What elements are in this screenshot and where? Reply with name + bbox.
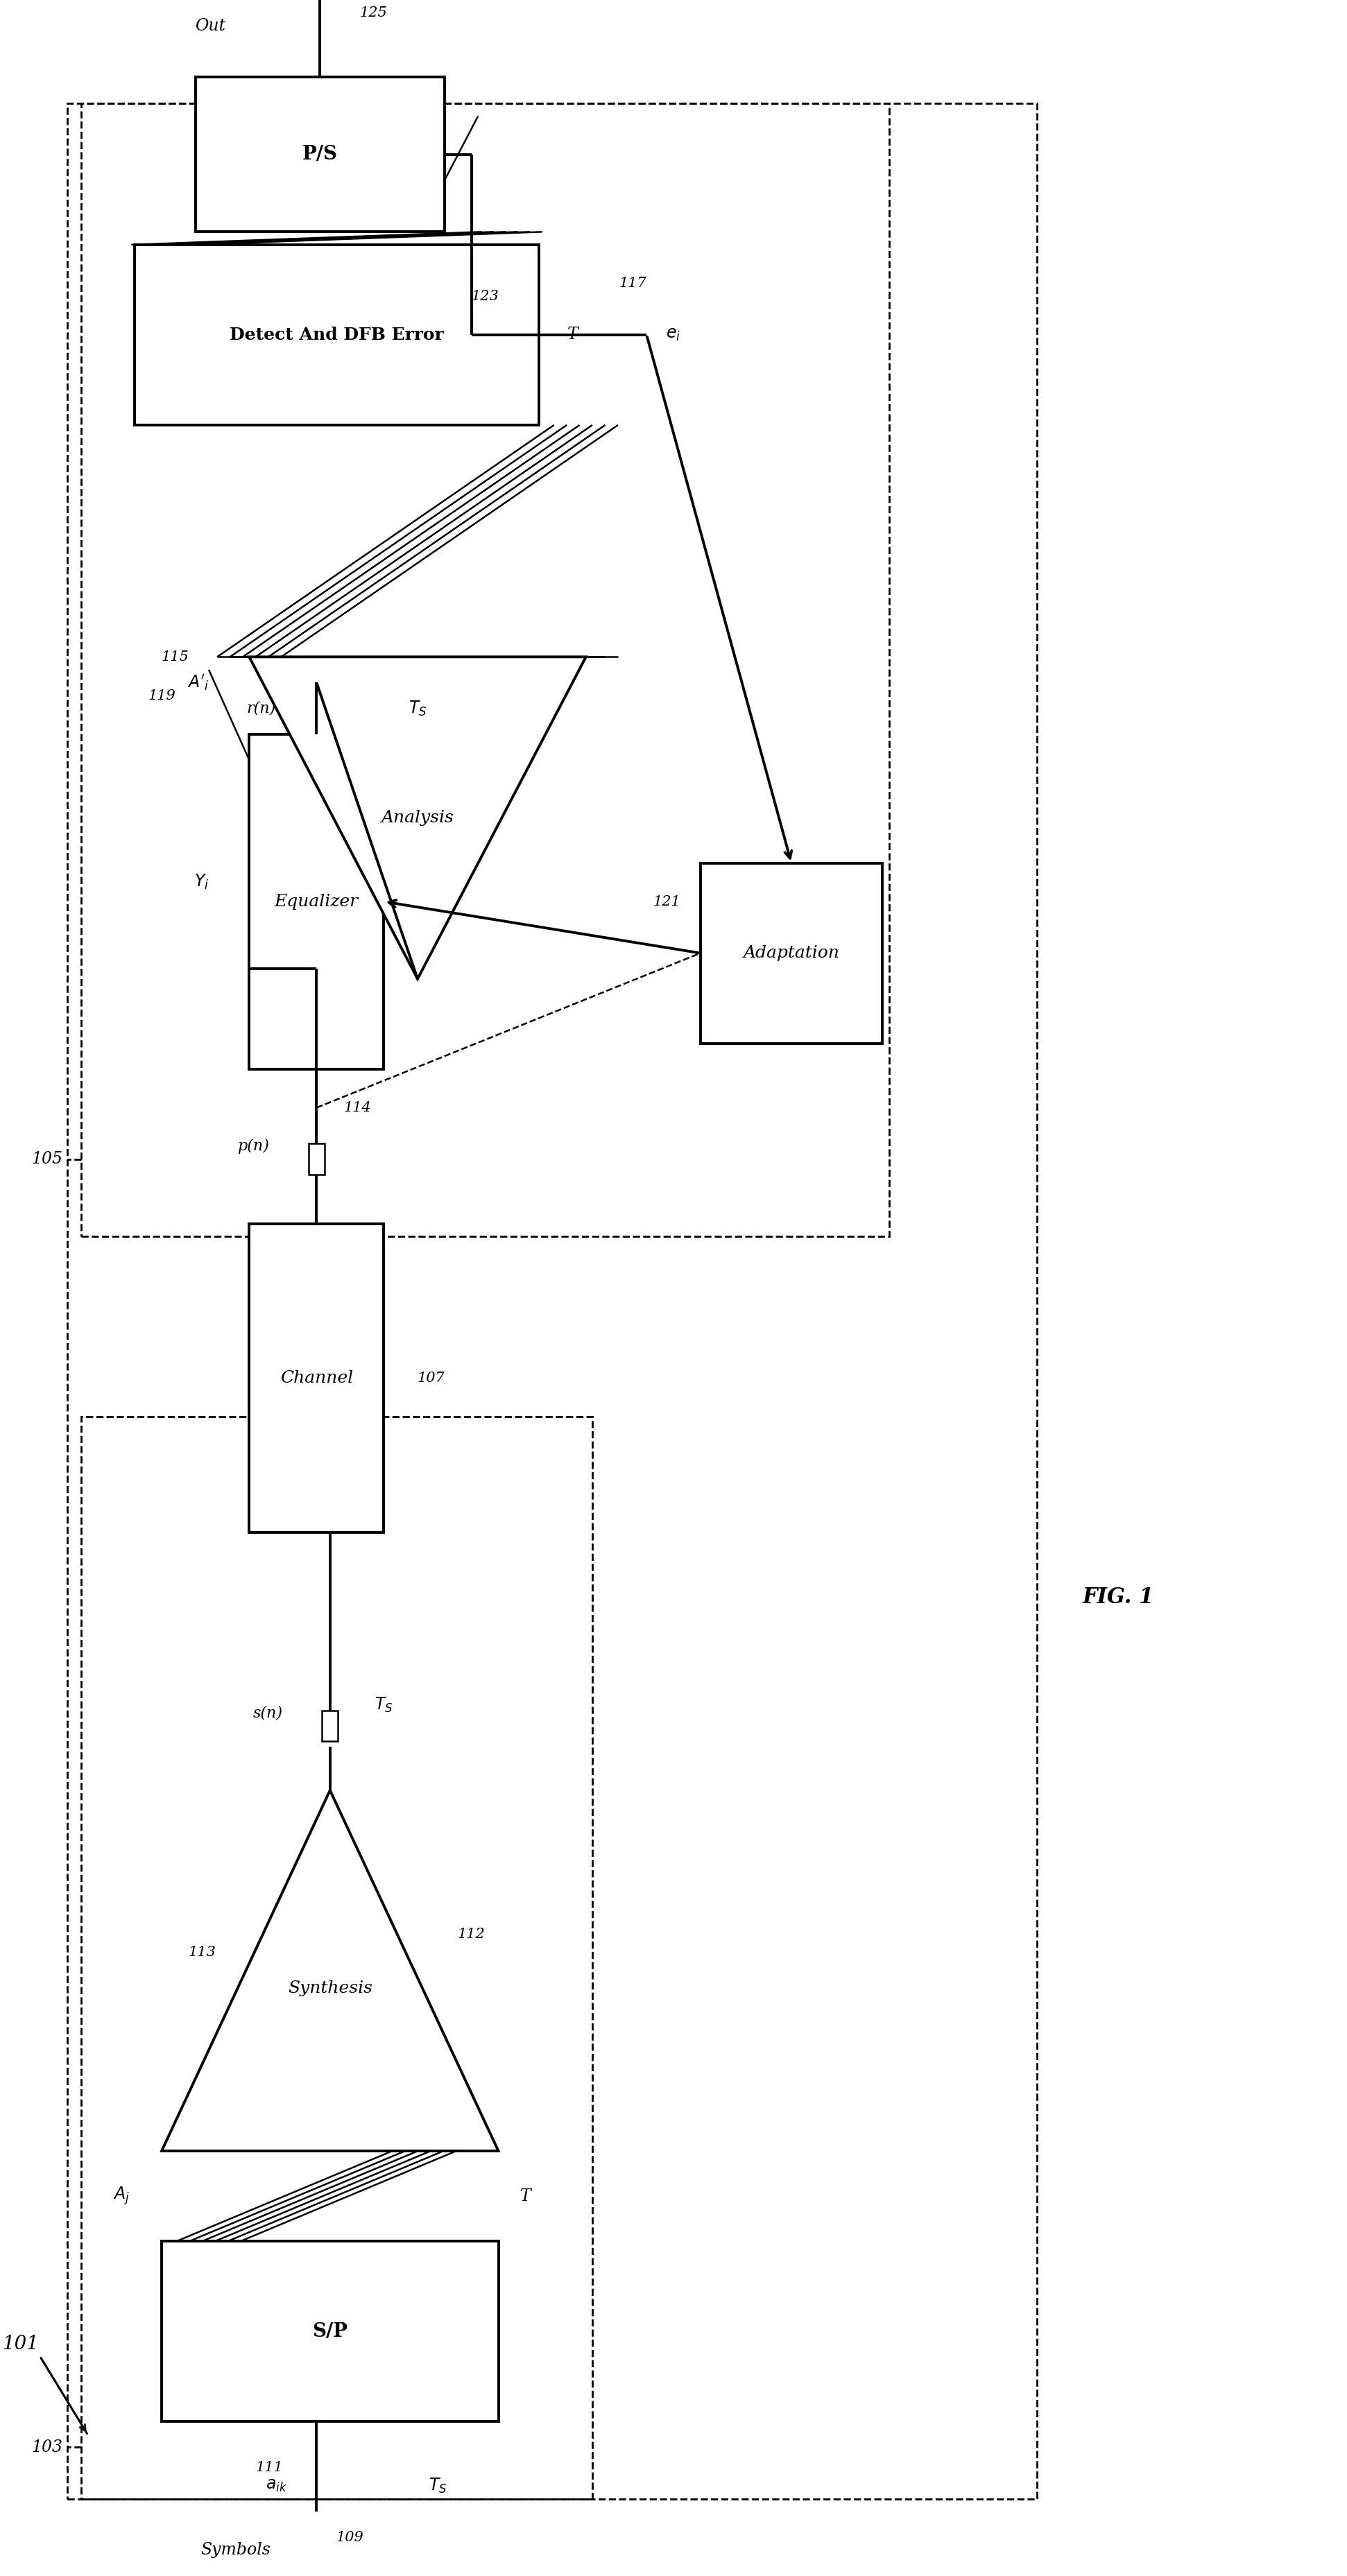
Text: $e_i$: $e_i$ (667, 327, 680, 343)
FancyBboxPatch shape (249, 734, 384, 1069)
Text: 105: 105 (31, 1151, 63, 1167)
Text: $T_S$: $T_S$ (408, 698, 427, 719)
Text: $A_j$: $A_j$ (113, 2184, 129, 2208)
Text: 121: 121 (653, 894, 680, 909)
FancyBboxPatch shape (195, 77, 445, 232)
Text: 111: 111 (256, 2460, 283, 2476)
Text: $Y_i$: $Y_i$ (194, 873, 209, 891)
Text: 113: 113 (189, 1945, 216, 1960)
Text: T: T (567, 327, 578, 343)
Text: Analysis: Analysis (381, 809, 454, 827)
Text: $A'_i$: $A'_i$ (187, 672, 209, 693)
FancyBboxPatch shape (308, 1144, 325, 1175)
Text: 109: 109 (337, 2530, 364, 2545)
Text: Synthesis: Synthesis (288, 1981, 372, 1996)
Text: r(n): r(n) (247, 701, 276, 716)
Text: Equalizer: Equalizer (275, 894, 358, 909)
FancyBboxPatch shape (135, 245, 539, 425)
Text: P/S: P/S (302, 144, 338, 165)
Text: Channel: Channel (280, 1370, 353, 1386)
Text: 119: 119 (148, 688, 175, 703)
Text: p(n): p(n) (237, 1139, 269, 1154)
Text: $T_S$: $T_S$ (428, 2476, 447, 2496)
Text: s(n): s(n) (253, 1705, 283, 1721)
FancyBboxPatch shape (322, 1710, 338, 1741)
Text: 125: 125 (360, 5, 388, 21)
FancyBboxPatch shape (249, 1224, 384, 1533)
Text: 101: 101 (1, 2334, 39, 2354)
Text: 103: 103 (31, 2439, 63, 2455)
FancyBboxPatch shape (162, 2241, 498, 2421)
Text: 112: 112 (458, 1927, 485, 1942)
Polygon shape (162, 1790, 498, 2151)
Text: 115: 115 (162, 649, 189, 665)
Text: Out: Out (195, 18, 226, 33)
Text: $T_S$: $T_S$ (374, 1695, 393, 1716)
Text: 123: 123 (471, 289, 498, 304)
Text: 114: 114 (343, 1100, 370, 1115)
Text: FIG. 1: FIG. 1 (1082, 1587, 1154, 1607)
Polygon shape (249, 657, 586, 979)
Text: 107: 107 (418, 1370, 445, 1386)
Text: S/P: S/P (313, 2321, 348, 2342)
Text: Symbols: Symbols (201, 2543, 271, 2558)
Text: Detect And DFB Error: Detect And DFB Error (230, 327, 443, 343)
Text: T: T (520, 2187, 531, 2205)
Text: Adaptation: Adaptation (744, 945, 839, 961)
Text: $a_{ik}$: $a_{ik}$ (265, 2478, 287, 2494)
Text: 117: 117 (620, 276, 647, 291)
FancyBboxPatch shape (700, 863, 882, 1043)
